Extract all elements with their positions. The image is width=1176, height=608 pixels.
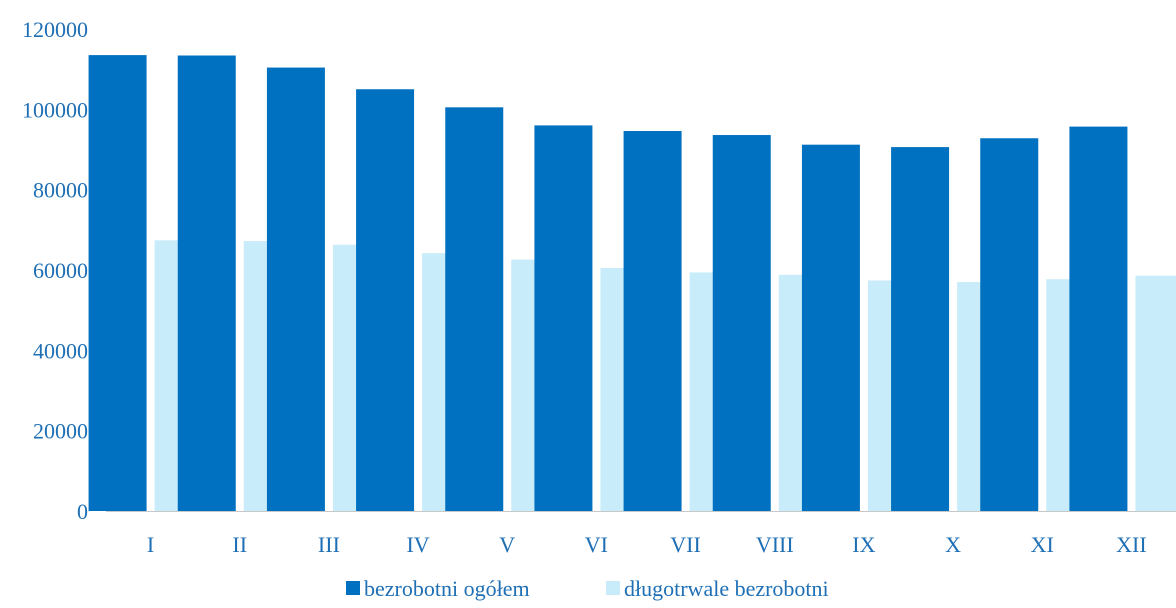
y-tick-label: 40000 [33,338,88,363]
legend: bezrobotni ogółem długotrwale bezrobotni [346,576,829,601]
bar-series-1-I [88,55,147,512]
x-tick-label: IX [852,532,875,557]
x-tick-label: VI [585,532,608,557]
legend-swatch-1 [346,581,360,595]
x-tick-label: I [147,532,154,557]
legend-label-2: długotrwale bezrobotni [624,576,829,601]
y-tick-label: 0 [77,499,88,524]
x-tick-label: XI [1031,532,1054,557]
bar-series-2-XII [1135,275,1176,511]
x-tick-label: IV [406,532,429,557]
bar-series-1-X [891,147,950,511]
bar-series-1-V [445,107,504,511]
x-tick-label: VII [670,532,701,557]
y-tick-label: 100000 [22,97,88,122]
y-axis: 0 20000 40000 60000 80000 100000 120000 [22,17,88,524]
x-tick-label: III [318,532,340,557]
bars [88,55,1176,512]
bar-series-1-XII [1069,126,1128,512]
bar-series-1-XI [980,138,1039,511]
bar-series-1-VIII [712,135,771,512]
bar-series-1-IV [356,89,415,511]
y-tick-label: 60000 [33,258,88,283]
legend-swatch-2 [606,581,620,595]
x-tick-label: II [232,532,247,557]
bar-series-1-III [266,67,325,511]
x-tick-label: XII [1116,532,1147,557]
x-tick-label: V [499,532,515,557]
x-tick-label: X [945,532,961,557]
y-tick-label: 80000 [33,178,88,203]
bar-series-1-IX [801,144,860,511]
x-axis: I II III IV V VI VII VIII IX X XI XII [106,511,1176,557]
y-tick-label: 20000 [33,419,88,444]
bar-series-1-II [177,55,236,511]
x-tick-label: VIII [756,532,794,557]
bar-series-1-VI [534,125,593,512]
legend-label-1: bezrobotni ogółem [364,576,530,601]
y-tick-label: 120000 [22,17,88,42]
bar-series-1-VII [623,131,682,511]
